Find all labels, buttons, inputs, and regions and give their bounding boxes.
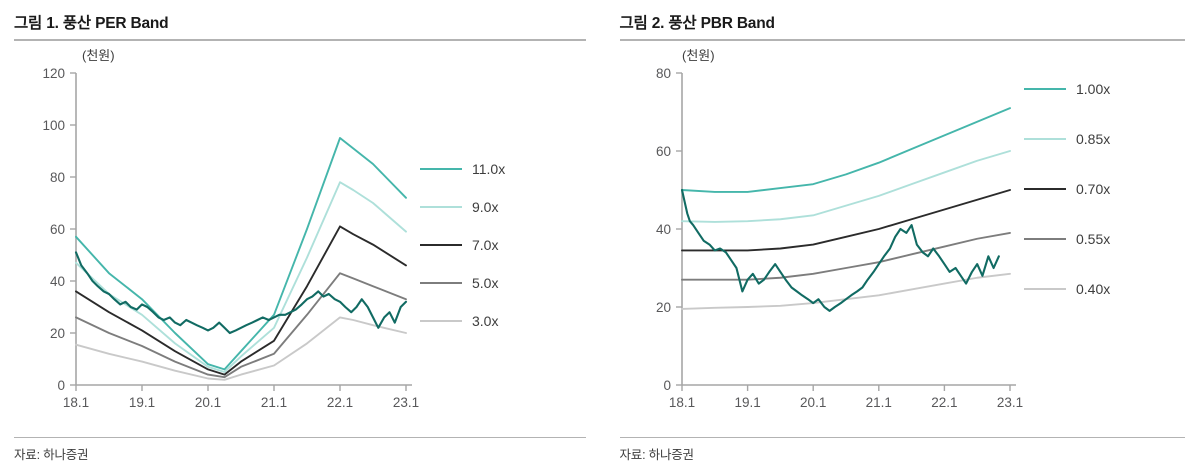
legend-label: 0.85x (1076, 131, 1110, 147)
x-axis-tick-label: 21.1 (865, 395, 891, 410)
chart-svg-per: (천원) 0 20 40 60 80 100 120 18.1 19.1 20.1 21.1 22.1 2… (42, 48, 505, 410)
y-axis-tick-label: 60 (655, 144, 670, 159)
figure-title-pbr: 그림 2. 풍산 PBR Band (619, 15, 775, 32)
y-axis-unit: (천원) (82, 48, 115, 63)
figure-title-per: 그림 1. 풍산 PER Band (14, 15, 169, 32)
band-line-5.0x (75, 271, 407, 378)
title-divider (619, 39, 1185, 41)
y-axis-tick-label: 0 (57, 378, 65, 393)
x-axis-tick-label: 18.1 (668, 395, 694, 410)
x-axis-tick-label: 22.1 (327, 395, 353, 410)
figure-panel-per: 그림 1. 풍산 PER Band (천원) 0 20 40 60 80 100 120 18.… (14, 15, 586, 462)
source-note-per: 자료: 하나증권 (14, 448, 89, 462)
figure-panel-pbr: 그림 2. 풍산 PBR Band (천원) 0 20 40 60 80 18.1 19.1 2… (600, 0, 1199, 469)
x-axis-tick-label: 19.1 (734, 395, 760, 410)
y-axis-tick-label: 120 (42, 66, 65, 81)
x-axis-tick-label: 23.1 (996, 395, 1022, 410)
legend-label: 9.0x (472, 199, 498, 215)
legend-label: 0.55x (1076, 231, 1110, 247)
legend-label: 5.0x (472, 275, 498, 291)
band-line-11.0x (75, 136, 407, 370)
y-axis-tick-label: 0 (663, 378, 671, 393)
legend-label: 11.0x (472, 161, 505, 177)
y-axis-tick-label: 40 (655, 222, 670, 237)
plot-area-pbr: (천원) 0 20 40 60 80 18.1 19.1 20.1 21.1 22.1 23.1 1.0… (620, 41, 1186, 427)
band-line-3.0x (75, 315, 407, 381)
y-axis-tick-label: 80 (655, 66, 670, 81)
x-axis-tick-label: 20.1 (195, 395, 221, 410)
footer-divider (619, 436, 1185, 438)
y-axis-tick-label: 20 (655, 300, 670, 315)
band-line-0.85x (680, 149, 1011, 223)
y-axis-unit: (천원) (682, 48, 715, 63)
price-line (74, 250, 408, 334)
legend-label: 3.0x (472, 313, 498, 329)
x-axis-tick-label: 19.1 (129, 395, 155, 410)
footer-divider (14, 436, 586, 438)
band-line-0.70x (680, 188, 1011, 251)
band-line-9.0x (75, 180, 407, 373)
x-axis-tick-label: 21.1 (261, 395, 287, 410)
x-axis-tick-label: 18.1 (63, 395, 89, 410)
band-line-7.0x (75, 224, 407, 376)
legend-label: 1.00x (1076, 81, 1110, 97)
x-axis-tick-label: 22.1 (931, 395, 957, 410)
title-divider (14, 39, 586, 41)
y-axis-tick-label: 80 (50, 170, 65, 185)
x-axis-tick-label: 20.1 (800, 395, 826, 410)
legend-label: 0.40x (1076, 281, 1110, 297)
source-note-pbr: 자료: 하나증권 (619, 448, 695, 462)
y-axis-tick-label: 40 (50, 274, 65, 289)
band-line-1.00x (680, 106, 1011, 193)
x-axis-tick-label: 23.1 (393, 395, 419, 410)
y-axis-tick-label: 20 (50, 326, 65, 341)
plot-area-per: (천원) 0 20 40 60 80 100 120 18.1 19.1 20.1 21.1 22.1 2… (14, 41, 586, 427)
y-axis-tick-label: 60 (50, 222, 65, 237)
chart-svg-pbr: (천원) 0 20 40 60 80 18.1 19.1 20.1 21.1 22.1 23.1 1.0… (655, 48, 1110, 410)
price-line (680, 188, 1000, 312)
band-line-0.55x (680, 231, 1011, 281)
legend-label: 7.0x (472, 237, 498, 253)
y-axis-tick-label: 100 (42, 118, 65, 133)
legend-label: 0.70x (1076, 181, 1110, 197)
